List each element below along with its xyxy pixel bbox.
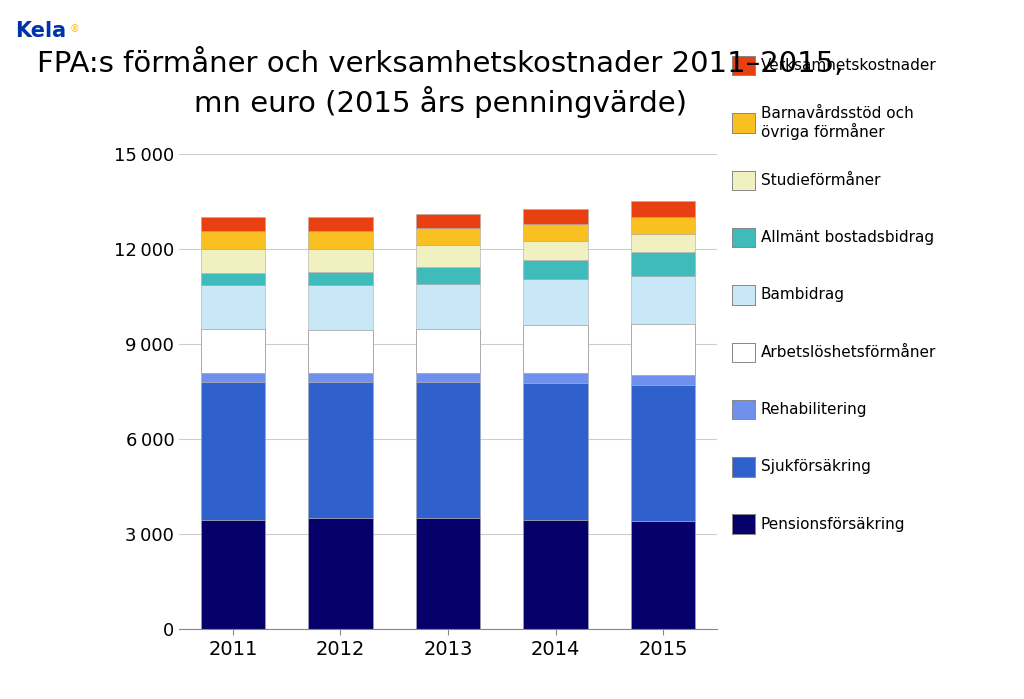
Bar <box>523 241 588 259</box>
Text: Rehabilitering: Rehabilitering <box>761 402 867 417</box>
Bar <box>308 217 373 231</box>
Bar <box>631 385 695 521</box>
Bar <box>631 201 695 217</box>
Bar <box>523 521 588 629</box>
Text: Allmänt bostadsbidrag: Allmänt bostadsbidrag <box>761 230 934 245</box>
Bar <box>523 209 588 224</box>
Bar <box>416 329 480 373</box>
Text: Kela: Kela <box>15 21 67 41</box>
Bar <box>631 252 695 276</box>
Bar <box>201 273 265 285</box>
Bar <box>201 382 265 520</box>
Bar <box>201 217 265 231</box>
Text: Sjukförsäkring: Sjukförsäkring <box>761 459 870 475</box>
Bar <box>631 324 695 375</box>
Bar <box>201 520 265 629</box>
Bar <box>201 329 265 373</box>
Bar <box>308 250 373 272</box>
Text: Arbetslöshetsförmåner: Arbetslöshetsförmåner <box>761 345 936 360</box>
Bar <box>416 518 480 629</box>
Bar <box>308 285 373 331</box>
Bar <box>416 214 480 228</box>
Text: FPA:s förmåner och verksamhetskostnader 2011–2015,
mn euro (2015 års penningvärd: FPA:s förmåner och verksamhetskostnader … <box>37 49 844 117</box>
Text: Pensionsförsäkring: Pensionsförsäkring <box>761 517 905 532</box>
Bar <box>308 272 373 285</box>
Bar <box>201 249 265 273</box>
Bar <box>416 382 480 518</box>
Bar <box>201 285 265 329</box>
Bar <box>523 325 588 373</box>
Bar <box>523 382 588 521</box>
Bar <box>631 233 695 252</box>
Bar <box>523 373 588 382</box>
Bar <box>631 217 695 233</box>
Text: ®: ® <box>70 24 80 34</box>
Bar <box>308 231 373 250</box>
Bar <box>416 284 480 329</box>
Bar <box>631 521 695 629</box>
Bar <box>416 373 480 382</box>
Bar <box>308 331 373 373</box>
Bar <box>523 259 588 280</box>
Bar <box>631 375 695 385</box>
Text: Bambidrag: Bambidrag <box>761 287 845 303</box>
Bar <box>416 228 480 245</box>
Text: Barnavårdsstöd och
övriga förmåner: Barnavårdsstöd och övriga förmåner <box>761 106 913 140</box>
Bar <box>523 280 588 325</box>
Text: Studieförmåner: Studieförmåner <box>761 173 881 188</box>
Bar <box>631 276 695 324</box>
Bar <box>523 224 588 241</box>
Bar <box>201 231 265 249</box>
Bar <box>308 382 373 518</box>
Text: Verksamhetskostnader: Verksamhetskostnader <box>761 58 937 73</box>
Bar <box>416 245 480 267</box>
Bar <box>201 373 265 382</box>
Bar <box>416 267 480 284</box>
Bar <box>308 518 373 629</box>
Bar <box>308 373 373 382</box>
